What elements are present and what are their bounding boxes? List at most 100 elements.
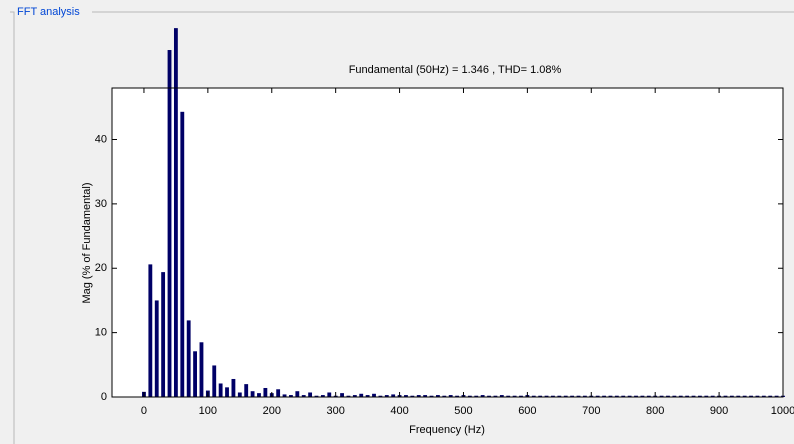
bar (263, 387, 268, 397)
bar (212, 365, 217, 397)
bar (378, 395, 383, 397)
bar (531, 395, 536, 397)
x-tick-label: 1000 (771, 405, 794, 417)
bar (698, 395, 702, 397)
bar (314, 395, 319, 397)
bar (384, 395, 389, 397)
bar (225, 387, 229, 397)
bar (308, 392, 313, 397)
bar (691, 395, 696, 397)
bar (493, 395, 498, 397)
bar (372, 393, 376, 397)
bar (416, 395, 421, 397)
bar (391, 394, 396, 397)
bar (231, 378, 236, 397)
x-tick-label: 100 (199, 405, 217, 417)
bar (499, 395, 504, 397)
bar (161, 272, 166, 397)
bar (640, 395, 645, 397)
bar (467, 395, 472, 397)
bar (320, 395, 325, 397)
y-tick-label: 40 (95, 133, 107, 145)
y-tick-label: 30 (95, 198, 107, 210)
bar (634, 395, 638, 397)
bar (480, 395, 485, 397)
bar (404, 395, 408, 397)
bar (582, 395, 587, 397)
y-tick-label: 10 (95, 327, 107, 339)
bar (327, 392, 332, 397)
x-axis-label: Frequency (Hz) (409, 424, 485, 436)
bar (276, 389, 281, 397)
bar (237, 392, 242, 397)
bar (186, 320, 191, 397)
bar (621, 395, 626, 397)
bar (218, 383, 223, 397)
bar (244, 384, 249, 397)
bar (749, 395, 753, 397)
bar (729, 395, 734, 397)
bar (257, 393, 261, 397)
bar (659, 395, 664, 397)
bar (774, 395, 779, 397)
bar (627, 395, 632, 397)
panel-border (10, 11, 794, 444)
bar (512, 395, 517, 397)
bar (563, 395, 568, 397)
bar (448, 395, 453, 397)
bar (455, 395, 460, 397)
bar (602, 395, 606, 397)
axes-box (111, 87, 784, 398)
bar (346, 395, 351, 397)
bar (723, 395, 728, 397)
bar (551, 395, 555, 397)
bar (193, 351, 197, 397)
x-tick-label: 700 (582, 405, 600, 417)
x-tick-label: 500 (454, 405, 472, 417)
bar (295, 391, 300, 397)
bar (289, 395, 293, 397)
bar (678, 395, 683, 397)
bar (614, 395, 619, 397)
bar (487, 395, 491, 397)
bar (506, 395, 511, 397)
bar (365, 395, 370, 397)
bar (570, 395, 575, 397)
bar (576, 395, 581, 397)
bar (410, 395, 415, 397)
bar (250, 391, 255, 397)
bar (435, 395, 440, 397)
x-tick-label: 600 (518, 405, 536, 417)
bar (761, 395, 766, 397)
bar (352, 395, 357, 397)
bar (173, 28, 178, 397)
bar (519, 395, 523, 397)
bar (340, 393, 344, 397)
x-tick-label: 800 (646, 405, 664, 417)
bar (180, 111, 185, 397)
bar (429, 395, 434, 397)
y-axis-label: Mag (% of Fundamental) (81, 182, 93, 303)
bar (768, 395, 773, 397)
x-tick-label: 0 (141, 405, 147, 417)
bar (167, 50, 172, 398)
x-tick-label: 900 (710, 405, 728, 417)
bar (282, 394, 287, 397)
x-tick-label: 400 (390, 405, 408, 417)
bar (742, 395, 747, 397)
bar (544, 395, 549, 397)
bar (710, 395, 715, 397)
bar (199, 342, 204, 397)
bar (595, 395, 600, 397)
chart-title: Fundamental (50Hz) = 1.346 , THD= 1.08% (349, 64, 562, 76)
bar (755, 395, 760, 397)
bar (557, 395, 562, 397)
bar (672, 395, 677, 397)
bar (359, 393, 364, 397)
panel-title: FFT analysis (17, 6, 80, 18)
bar (646, 395, 651, 397)
bar (154, 300, 159, 397)
bar (538, 395, 543, 397)
x-tick-label: 200 (263, 405, 281, 417)
